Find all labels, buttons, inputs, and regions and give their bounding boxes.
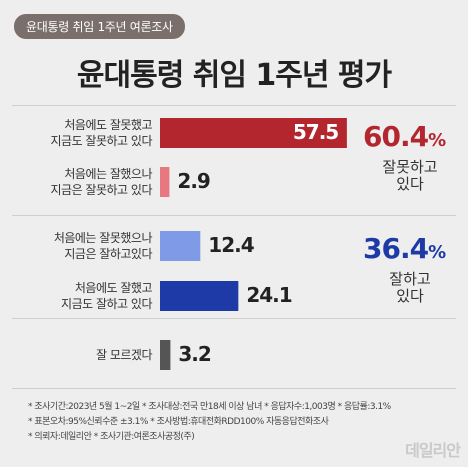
- positive-total-unit: %: [428, 242, 446, 263]
- positive-total: 36.4%: [363, 232, 446, 265]
- category-label-0: 처음에도 잘못했고 지금도 잘못하고 있다: [50, 118, 153, 148]
- category-label-1: 처음에는 잘했으나 지금은 잘못하고 있다: [50, 167, 153, 197]
- bar-2: [160, 231, 201, 261]
- bar-value-0: 57.5: [292, 120, 339, 144]
- category-label-4: 잘 모르겠다: [95, 348, 153, 362]
- bar-value-4: 3.2: [178, 342, 211, 366]
- footer-line-2: * 표본오차:95%신뢰수준 ±3.1% * 조사방법:휴대전화RDD100% …: [28, 417, 329, 427]
- bar-0: [160, 118, 347, 148]
- negative-total-label: 잘못하고 있다: [382, 158, 438, 193]
- divider-middle: [12, 215, 456, 216]
- survey-footer: * 조사기간:2023년 5월 1~2일 * 조사대상:전국 만18세 이상 남…: [28, 400, 448, 445]
- positive-total-value: 36.4: [363, 232, 429, 265]
- negative-total-value: 60.4: [363, 120, 429, 153]
- footer-line-1: * 조사기간:2023년 5월 1~2일 * 조사대상:전국 만18세 이상 남…: [28, 402, 391, 412]
- chart-title: 윤대통령 취임 1주년 평가: [76, 58, 392, 93]
- bar-4: [160, 340, 171, 370]
- bar-1: [160, 167, 170, 197]
- divider-top: [12, 105, 456, 106]
- category-label-2: 처음에는 잘못했으나 지금은 잘하고있다: [53, 231, 153, 261]
- bar-value-3: 24.1: [246, 283, 292, 307]
- bar-3: [160, 281, 239, 311]
- category-label-3: 처음에도 잘했고 지금도 잘하고 있다: [61, 281, 152, 311]
- dailian-logo: 데일리안: [405, 441, 461, 460]
- footer-line-3: * 의뢰자:데일리안 * 조사기관:여론조사공정(주): [28, 432, 195, 442]
- negative-total: 60.4%: [363, 120, 446, 153]
- bar-value-1: 2.9: [177, 169, 210, 193]
- negative-total-unit: %: [428, 130, 446, 151]
- positive-total-label: 잘하고 있다: [389, 270, 431, 305]
- bar-value-2: 12.4: [208, 233, 254, 257]
- divider-bottom: [12, 388, 456, 389]
- divider-lower: [12, 318, 456, 319]
- survey-badge: 윤대통령 취임 1주년 여론조사: [14, 14, 185, 39]
